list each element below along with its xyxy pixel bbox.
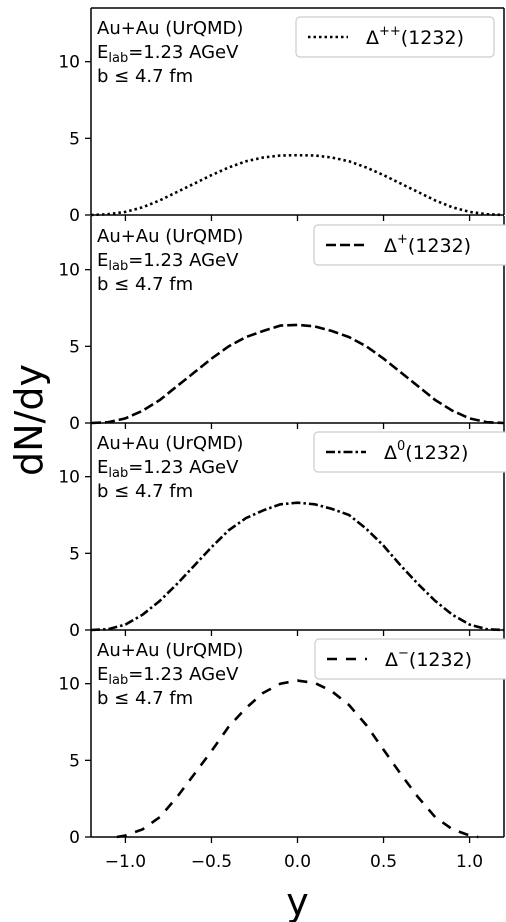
- y-tick-label: 10: [58, 53, 80, 73]
- y-tick-label: 0: [69, 828, 80, 848]
- y-tick-label: 10: [58, 261, 80, 281]
- y-tick-label: 0: [69, 206, 80, 226]
- y-tick-label: 10: [58, 675, 80, 695]
- y-tick-label: 0: [69, 414, 80, 434]
- annotation-impact: b ≤ 4.7 fm: [97, 481, 193, 502]
- series-line-1: [90, 323, 505, 425]
- annotation-system: Au+Au (UrQMD): [97, 226, 243, 247]
- annotation-impact: b ≤ 4.7 fm: [97, 274, 193, 295]
- legend-label: Δ+(1232): [384, 232, 471, 257]
- x-tick-label: −0.5: [191, 852, 232, 872]
- y-tick-label: 10: [58, 468, 80, 488]
- annotation-energy: Elab=1.23 AGeV: [97, 250, 239, 274]
- x-axis-title: y: [286, 880, 309, 922]
- legend-label: Δ0(1232): [384, 439, 468, 464]
- x-tick-label: 0.0: [284, 852, 311, 872]
- annotation-energy: Elab=1.23 AGeV: [97, 664, 239, 688]
- annotation-energy: Elab=1.23 AGeV: [97, 457, 239, 481]
- legend-box: [314, 638, 506, 680]
- annotation-energy: Elab=1.23 AGeV: [97, 42, 239, 66]
- y-tick-label: 5: [69, 544, 80, 564]
- annotation-system: Au+Au (UrQMD): [97, 18, 243, 39]
- legend-box: [313, 431, 506, 473]
- annotation-impact: b ≤ 4.7 fm: [97, 66, 193, 87]
- legend-label: Δ++(1232): [366, 24, 464, 49]
- y-tick-label: 5: [69, 751, 80, 771]
- x-tick-label: −1.0: [105, 852, 146, 872]
- y-tick-label: 5: [69, 129, 80, 149]
- series-line-0: [90, 153, 505, 217]
- y-axis-title: dN/dy: [7, 364, 51, 476]
- x-tick-label: 0.5: [370, 852, 397, 872]
- y-tick-label: 0: [69, 621, 80, 641]
- x-tick-label: 1.0: [456, 852, 483, 872]
- annotation-system: Au+Au (UrQMD): [97, 640, 243, 661]
- legend-label: Δ−(1232): [385, 646, 472, 671]
- series-line-3: [116, 679, 479, 839]
- legend-box: [295, 16, 495, 58]
- y-tick-label: 5: [69, 337, 80, 357]
- series-line-2: [90, 501, 505, 632]
- annotation-system: Au+Au (UrQMD): [97, 433, 243, 454]
- annotation-impact: b ≤ 4.7 fm: [97, 688, 193, 709]
- legend-box: [313, 224, 506, 266]
